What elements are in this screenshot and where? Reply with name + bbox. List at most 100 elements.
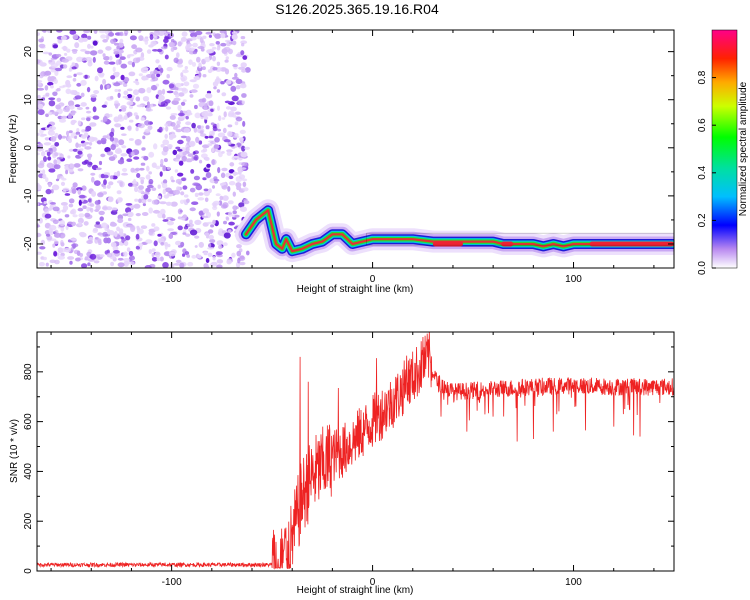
noise-blob [175,82,182,88]
noise-blob [48,182,52,188]
noise-blob [95,254,99,258]
noise-blob [70,210,75,215]
noise-blob [72,33,79,40]
noise-blob [227,229,232,234]
noise-blob [221,167,228,172]
noise-blob [81,185,87,191]
noise-blob [185,146,190,152]
noise-blob [202,208,209,214]
noise-blob [110,242,117,248]
noise-blob [151,257,158,262]
noise-blob [180,135,187,139]
noise-blob [215,41,220,45]
noise-blob [79,148,84,152]
ridge-core [244,209,674,253]
noise-blob [42,51,50,55]
noise-blob [198,72,202,78]
noise-blob [37,103,44,110]
noise-blob [160,46,168,50]
noise-blob [48,168,56,173]
noise-blob [221,185,228,190]
noise-blob [62,205,69,211]
noise-blob [140,162,146,166]
x-tick-label: 100 [565,577,582,588]
noise-blob [135,96,141,102]
noise-blob [94,237,99,240]
noise-blob [62,189,67,193]
noise-blob [148,249,152,254]
noise-blob [50,69,57,73]
noise-blob [236,185,242,191]
noise-blob [177,208,183,215]
noise-blob [138,185,144,190]
noise-blob [175,158,181,162]
noise-blob [108,181,114,186]
noise-blob [68,130,73,134]
noise-blob [80,102,87,107]
noise-blob [192,50,198,55]
noise-blob [119,38,124,44]
noise-blob [38,217,43,224]
noise-blob [109,222,117,227]
noise-blob [90,172,96,176]
noise-blob [106,184,111,189]
noise-blob [97,49,104,54]
noise-blob [42,30,47,33]
noise-blob [240,206,247,212]
noise-blob [231,76,239,80]
noise-blob [52,243,56,248]
noise-blob [116,190,122,195]
noise-blob [87,43,91,49]
noise-blob [157,184,161,189]
noise-blob [204,56,211,63]
noise-blob [122,168,128,172]
noise-blob [175,146,181,150]
noise-blob [210,262,218,267]
noise-blob [114,88,119,93]
noise-blob [45,127,51,131]
noise-blob [84,74,88,79]
noise-blob [141,67,149,71]
noise-blob [100,34,107,39]
ridge-band-outline [366,232,674,246]
noise-blob [45,113,49,118]
noise-blob [134,186,139,193]
y-tick-label: -20 [23,236,34,251]
noise-blob [227,200,234,205]
noise-blob [160,208,166,215]
noise-blob [60,115,68,119]
noise-blob [121,133,127,136]
noise-blob [87,262,91,267]
noise-blob [141,147,146,151]
noise-blob [56,87,61,92]
noise-blob [41,151,46,157]
noise-blob [234,121,239,126]
noise-blob [105,46,112,51]
noise-blob [175,128,182,133]
noise-blob [223,220,227,225]
noise-blob [169,115,176,120]
noise-blob [160,242,165,246]
noise-blob [194,219,202,225]
noise-blob [56,156,63,160]
noise-blob [209,239,216,243]
noise-blob [208,48,215,54]
noise-blob [67,221,73,225]
noise-blob [241,43,245,47]
noise-blob [176,186,181,191]
noise-blob [102,205,109,211]
noise-blob [186,254,190,258]
noise-blob [241,69,247,73]
noise-blob [171,100,179,105]
noise-blob [189,219,193,224]
noise-blob [196,56,201,63]
noise-blob [61,58,69,63]
noise-blob [158,126,163,133]
noise-blob [168,251,176,257]
noise-blob [216,240,224,246]
noise-blob [69,30,77,35]
noise-blob [218,200,223,206]
noise-blob [144,265,152,268]
noise-blob [142,199,146,203]
noise-blob [127,94,133,99]
